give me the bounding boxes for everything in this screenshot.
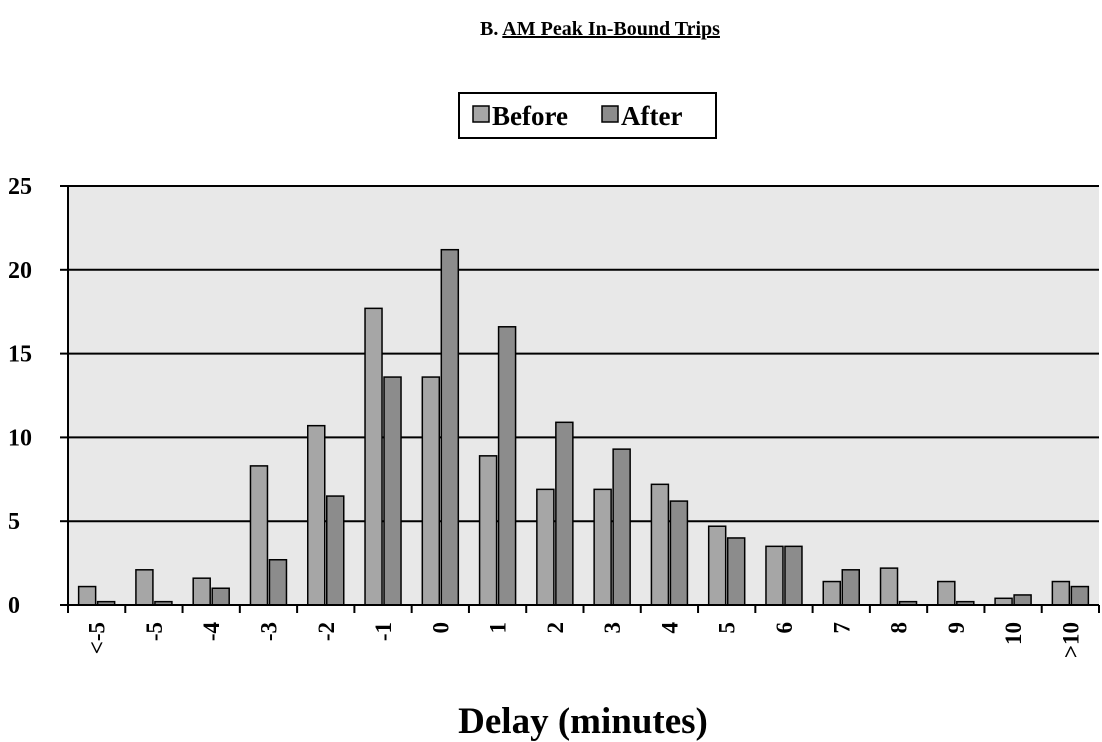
bar-after [1013,594,1032,606]
plot-area [68,186,1099,605]
x-tick-label: 3 [600,622,625,634]
title-label: AM Peak In-Bound Trips [502,18,720,40]
y-tick-label: 25 [8,174,32,200]
bar-before [937,580,956,606]
legend-box [458,92,717,139]
bar-after [383,376,402,606]
page-title: B. AM Peak In-Bound Trips [0,18,1102,41]
bars [77,248,1090,606]
x-tick-label: -4 [199,622,224,642]
y-tick-label: 5 [8,509,20,535]
bar-before [822,580,841,606]
bar-before [593,488,612,606]
bar-before [364,307,383,606]
bar-after [612,448,631,606]
bar-before [192,577,211,606]
legend-label-after: After [621,101,682,131]
bar-after [726,537,746,606]
x-tick-label: -5 [142,622,167,641]
legend: Before After [458,92,717,139]
bar-before [765,545,784,606]
x-tick-label: 7 [829,622,854,634]
bar-after [497,326,517,606]
bar-before [994,597,1013,606]
bar-before [307,424,326,606]
gridlines [68,185,1099,523]
section-label: B. [480,18,499,40]
x-tick-label: 10 [1001,622,1026,645]
x-tick-label: 2 [543,622,568,634]
x-tick-label: <-5 [85,622,110,654]
y-tick-label: 15 [8,342,32,368]
x-tick-label: -2 [314,622,339,641]
bar-before [135,569,154,606]
bar-after [326,495,345,606]
bar-after [211,587,230,606]
y-tick-label: 0 [8,593,20,619]
x-tick-label: 6 [772,622,797,634]
y-tick-label: 10 [8,425,32,451]
bar-after [841,569,860,606]
x-tick-label: 5 [715,622,740,634]
x-tick-label: 4 [657,622,682,634]
bar-after [784,545,803,606]
x-tick-label: 9 [944,622,969,634]
x-tick-label: 0 [428,622,453,634]
x-tick-label: -1 [371,622,396,641]
bar-before [77,585,97,606]
legend-label-before: Before [492,101,568,131]
legend-swatch-before [472,105,490,123]
bar-before [1051,580,1071,606]
legend-swatch-after [601,105,619,123]
x-tick-label: 8 [887,622,912,634]
bar-before [879,567,899,606]
bar-after [268,558,288,606]
bar-before [478,455,498,606]
bar-before [536,488,555,606]
x-tick-label: 1 [486,622,511,634]
bar-before [707,525,727,606]
x-axis-title: Delay (minutes) [458,701,708,742]
bar-after [669,500,689,606]
bar-after [440,248,460,606]
bar-after [555,421,574,606]
x-axis: <-5 -5 -4 -3 -2 -1 0 1 2 3 4 5 6 7 8 9 10 >10 [67,604,1100,658]
bar-before [650,483,670,606]
y-tick-label: 20 [8,258,32,284]
bar-before [249,465,269,606]
x-tick-label: >10 [1058,622,1083,658]
x-tick-label: -3 [256,622,281,641]
bar-after [1070,585,1090,606]
bar-before [421,376,441,606]
y-axis: 0 5 10 15 20 25 [8,174,69,619]
